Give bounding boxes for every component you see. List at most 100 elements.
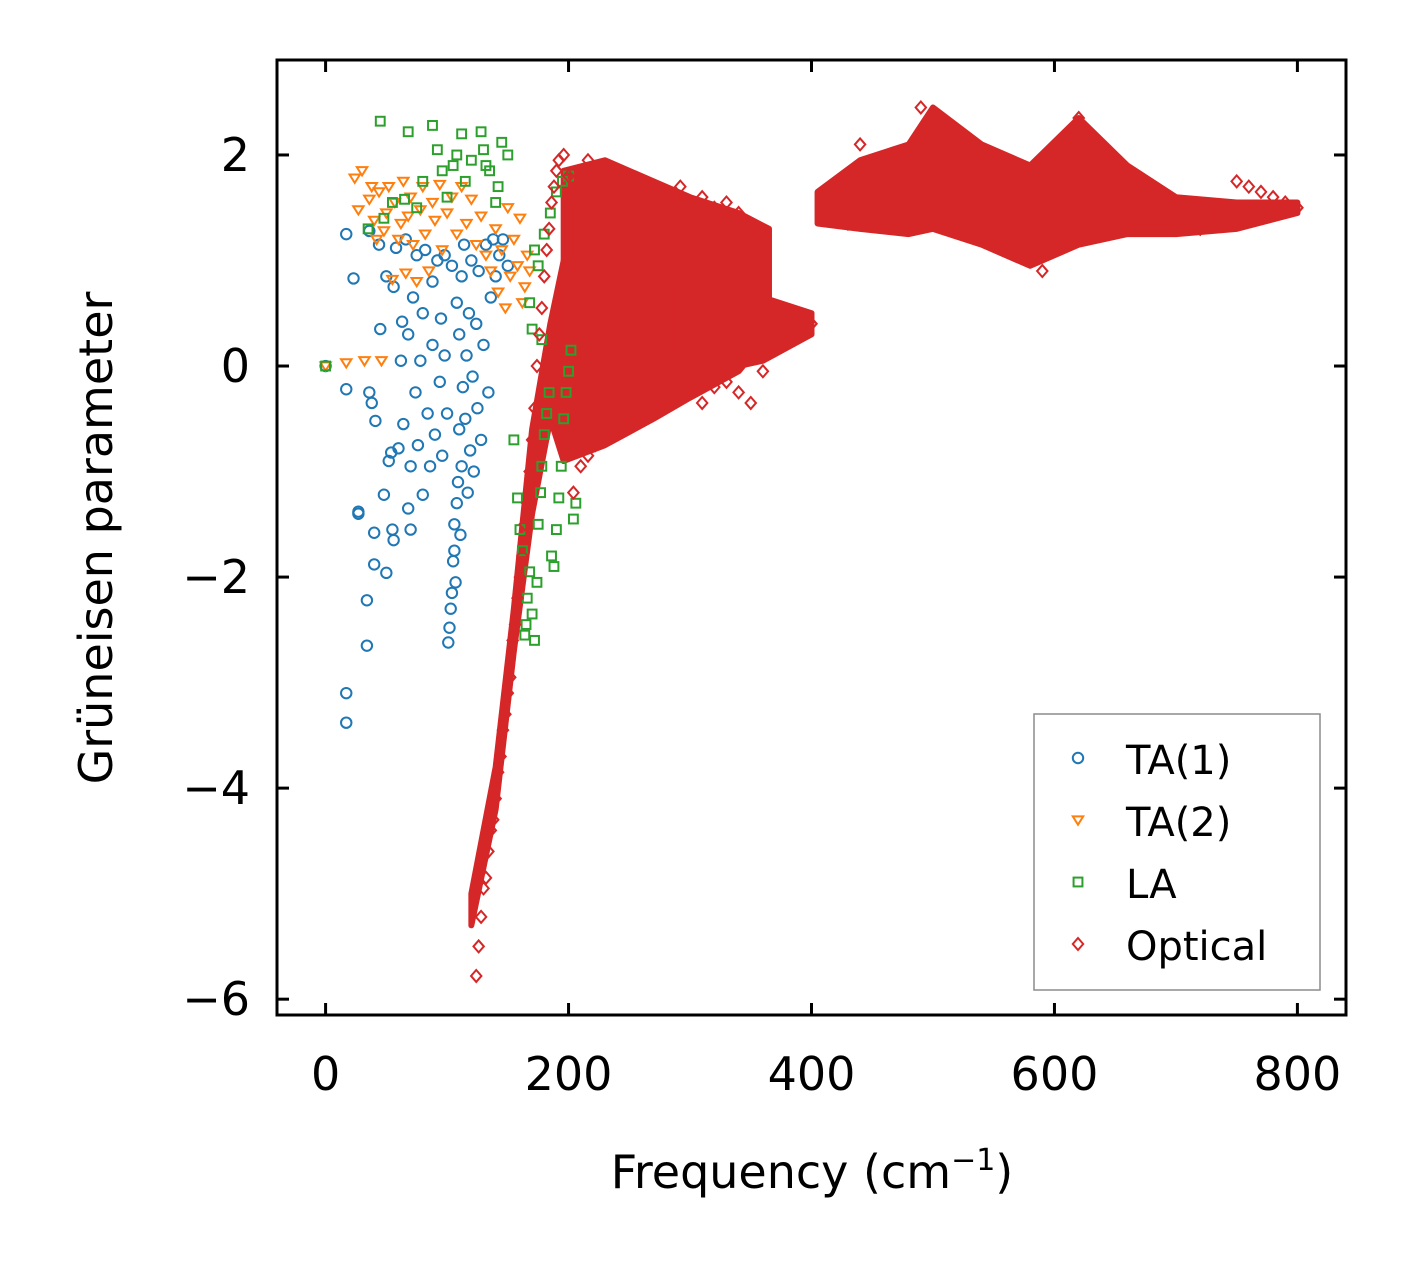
data-point	[425, 197, 440, 210]
legend-label: TA(2)	[1125, 800, 1231, 846]
data-point	[419, 243, 432, 257]
data-point	[475, 126, 487, 138]
data-point	[517, 282, 532, 294]
data-point	[926, 110, 940, 126]
data-point	[545, 194, 559, 210]
data-point	[512, 492, 523, 504]
data-point	[695, 189, 709, 205]
data-point	[558, 413, 570, 425]
data-point	[541, 408, 553, 419]
data-point	[1278, 194, 1292, 210]
data-point	[416, 307, 429, 320]
data-point	[535, 300, 549, 316]
data-point	[451, 475, 465, 489]
data-point	[456, 380, 470, 394]
data-point	[340, 227, 353, 241]
x-tick-label: 200	[525, 1047, 613, 1101]
data-point	[472, 938, 486, 954]
data-point	[756, 363, 770, 379]
data-point	[491, 287, 506, 299]
data-point	[540, 242, 554, 258]
data-point	[498, 706, 512, 722]
data-point	[600, 173, 614, 189]
legend-marker	[1071, 936, 1085, 952]
data-point	[634, 406, 648, 422]
data-point	[362, 194, 377, 206]
data-point	[768, 342, 782, 358]
data-point	[396, 176, 411, 188]
data-point	[563, 365, 574, 377]
data-point	[532, 260, 544, 272]
data-point	[427, 215, 442, 227]
data-point	[393, 218, 408, 231]
data-point	[367, 526, 381, 539]
data-point	[416, 488, 429, 501]
data-point	[524, 566, 536, 578]
data-point	[347, 272, 360, 285]
data-point	[453, 423, 466, 436]
data-point	[567, 513, 579, 525]
data-point	[756, 226, 770, 242]
data-point	[450, 497, 463, 510]
data-point	[659, 395, 673, 411]
dense-regions-layer	[468, 104, 1301, 929]
data-point	[546, 550, 557, 562]
data-point	[1132, 194, 1147, 210]
data-point	[1181, 216, 1195, 232]
data-point	[1266, 189, 1280, 205]
data-point	[523, 464, 537, 480]
data-point	[463, 444, 477, 457]
data-point	[461, 486, 474, 499]
legend-label: LA	[1126, 862, 1177, 908]
data-point	[508, 617, 522, 633]
data-point	[459, 175, 471, 187]
data-point	[481, 843, 495, 859]
data-point	[719, 374, 733, 390]
data-point	[392, 442, 405, 455]
data-point	[525, 432, 539, 448]
data-point	[877, 189, 891, 205]
data-point	[443, 621, 456, 634]
data-point	[938, 126, 952, 142]
data-point	[438, 349, 451, 362]
data-point	[1254, 184, 1268, 200]
data-point	[365, 396, 378, 410]
data-point	[434, 312, 448, 325]
data-point	[411, 438, 425, 452]
data-point	[406, 291, 420, 304]
data-point	[498, 303, 513, 315]
data-point	[570, 497, 582, 509]
data-point	[501, 259, 515, 272]
data-point	[409, 276, 424, 289]
data-point	[489, 791, 503, 807]
data-point	[522, 266, 537, 278]
data-point	[574, 173, 588, 189]
data-point	[532, 518, 544, 530]
data-point	[566, 485, 580, 501]
data-point	[548, 561, 560, 572]
data-point	[386, 197, 398, 208]
y-tick-label: −2	[182, 550, 250, 604]
data-point	[474, 433, 488, 447]
data-point	[387, 533, 400, 547]
data-point	[482, 386, 495, 399]
data-point	[999, 231, 1013, 247]
data-point	[526, 608, 538, 620]
data-point	[520, 495, 534, 511]
data-point	[1072, 110, 1086, 126]
data-point	[449, 576, 462, 589]
legend-item: Optical	[1071, 924, 1267, 970]
data-point	[474, 909, 488, 925]
data-point	[530, 358, 544, 374]
data-point	[537, 268, 551, 284]
data-point	[1011, 242, 1025, 258]
y-tick-label: −6	[182, 972, 250, 1026]
data-point	[459, 412, 472, 425]
data-point	[890, 210, 904, 226]
data-point	[493, 748, 508, 764]
data-point	[536, 460, 548, 472]
data-point	[478, 250, 493, 262]
x-axis-title-superscript: −1	[951, 1143, 995, 1178]
x-tick-label: 400	[768, 1047, 856, 1101]
data-point	[374, 356, 389, 368]
